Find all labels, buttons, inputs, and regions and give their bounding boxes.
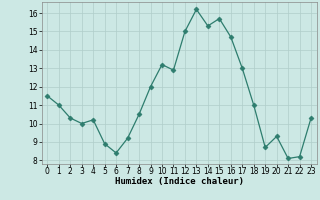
X-axis label: Humidex (Indice chaleur): Humidex (Indice chaleur)	[115, 177, 244, 186]
